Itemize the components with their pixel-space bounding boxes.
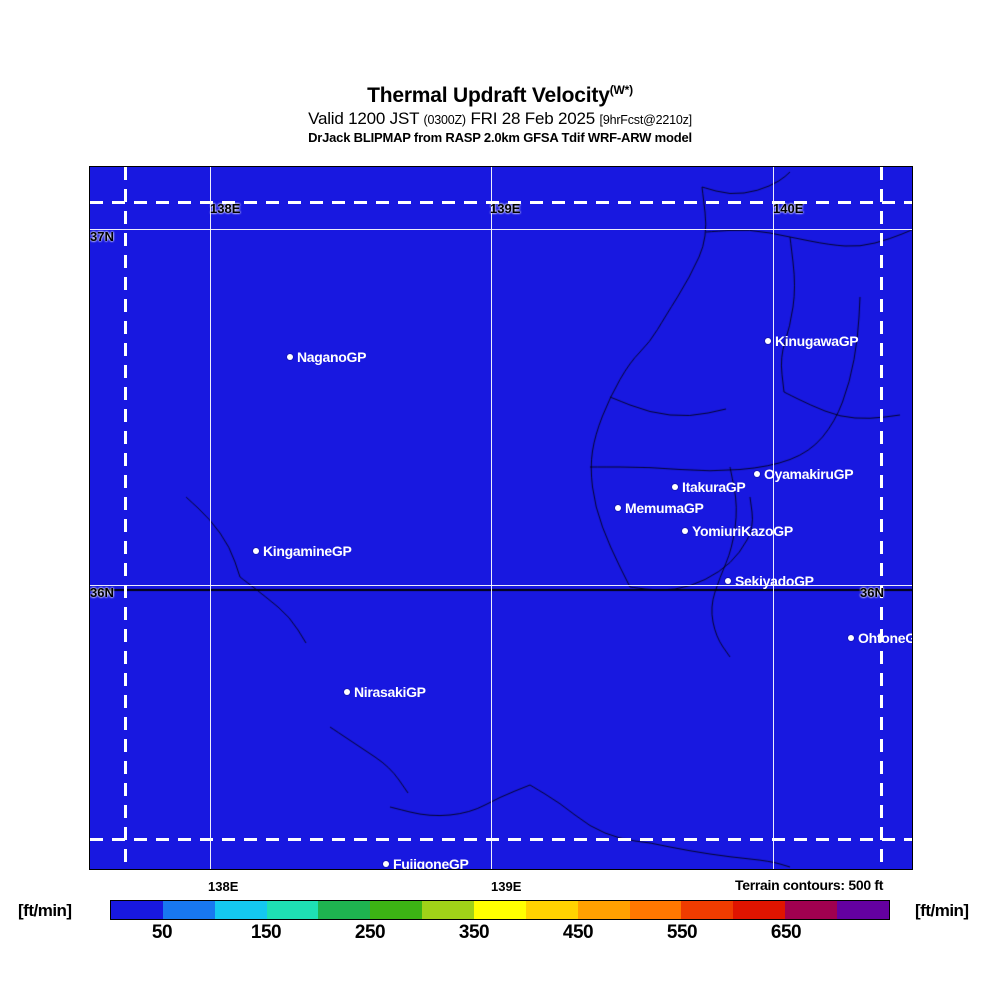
grid-label-139E-1: 139E — [490, 201, 521, 216]
station-marker-OyamakiruGP[interactable]: OyamakiruGP — [754, 466, 854, 482]
colorbar-segment-2 — [214, 901, 267, 919]
station-marker-OhtoneGP[interactable]: OhtoneGP — [848, 630, 912, 646]
station-marker-NaganoGP[interactable]: NaganoGP — [287, 349, 366, 365]
model-source-line: DrJack BLIPMAP from RASP 2.0km GFSA Tdif… — [308, 129, 692, 145]
station-label: OyamakiruGP — [764, 466, 854, 482]
station-dot-icon — [253, 548, 259, 554]
station-marker-SekiyadoGP[interactable]: SekiyadoGP — [725, 573, 814, 589]
station-dot-icon — [615, 505, 621, 511]
colorbar-segment-3 — [266, 901, 319, 919]
page-title-text: Thermal Updraft Velocity — [367, 84, 610, 107]
station-label: OhtoneGP — [858, 630, 912, 646]
colorbar-segment-1 — [162, 901, 215, 919]
valid-date: FRI 28 Feb 2025 — [470, 109, 596, 129]
station-dot-icon — [672, 484, 678, 490]
station-label: MemumaGP — [625, 500, 704, 516]
colorbar-segment-8 — [525, 901, 578, 919]
axis-label-139E: 139E — [491, 879, 522, 894]
colorbar-segment-5 — [370, 901, 423, 919]
colorbar-unit-right: [ft/min] — [915, 901, 969, 920]
thermal-updraft-raster — [90, 167, 912, 869]
axis-label-138E: 138E — [208, 879, 239, 894]
colorbar-tick-450: 450 — [562, 922, 594, 943]
valid-time-jst: Valid 1200 JST — [308, 109, 419, 129]
colorbar-segment-10 — [629, 901, 682, 919]
station-label: YomiuriKazoGP — [692, 523, 793, 539]
page-title: Thermal Updraft Velocity(W*) — [0, 84, 1000, 107]
station-label: ItakuraGP — [682, 479, 746, 495]
grid-label-36N-5: 36N — [860, 585, 884, 600]
grid-label-37N-3: 37N — [90, 229, 114, 244]
colorbar-tick-150: 150 — [250, 922, 282, 943]
colorbar-segment-11 — [681, 901, 734, 919]
colorbar-segment-6 — [422, 901, 475, 919]
station-dot-icon — [848, 635, 854, 641]
station-dot-icon — [765, 338, 771, 344]
station-marker-NirasakiGP[interactable]: NirasakiGP — [344, 684, 426, 700]
station-marker-FujigoneGP[interactable]: FujigoneGP — [383, 856, 469, 870]
grid-label-140E-2: 140E — [773, 201, 804, 216]
station-marker-KinugawaGP[interactable]: KinugawaGP — [765, 333, 859, 349]
colorbar-unit-left: [ft/min] — [18, 901, 72, 920]
colorbar-strip[interactable] — [110, 900, 890, 920]
forecast-run-info: [9hrFcst@2210z] — [599, 113, 693, 128]
station-label: NirasakiGP — [354, 684, 426, 700]
station-marker-KingamineGP[interactable]: KingamineGP — [253, 543, 352, 559]
station-dot-icon — [344, 689, 350, 695]
title-block: Thermal Updraft Velocity(W*) Valid 1200 … — [0, 84, 1000, 145]
domain-box-bottom — [90, 838, 912, 841]
colorbar-tick-50: 50 — [151, 922, 173, 943]
station-marker-ItakuraGP[interactable]: ItakuraGP — [672, 479, 746, 495]
station-dot-icon — [725, 578, 731, 584]
colorbar-segment-12 — [733, 901, 786, 919]
station-marker-MemumaGP[interactable]: MemumaGP — [615, 500, 704, 516]
valid-time-utc: (0300Z) — [423, 113, 467, 128]
colorbar-segment-7 — [474, 901, 526, 919]
grid-label-36N-4: 36N — [90, 585, 114, 600]
station-dot-icon — [682, 528, 688, 534]
colorbar-segment-4 — [318, 901, 371, 919]
station-dot-icon — [287, 354, 293, 360]
domain-box-right — [880, 167, 883, 869]
station-dot-icon — [754, 471, 760, 477]
domain-box-top — [90, 201, 912, 204]
terrain-contour-note: Terrain contours: 500 ft — [735, 877, 884, 893]
station-label: SekiyadoGP — [735, 573, 814, 589]
colorbar-segment-14 — [837, 901, 889, 919]
colorbar-segment-13 — [785, 901, 838, 919]
station-label: NaganoGP — [297, 349, 367, 365]
station-label: FujigoneGP — [393, 856, 469, 870]
colorbar-tick-650: 650 — [770, 922, 802, 943]
colorbar-tick-250: 250 — [354, 922, 386, 943]
color-scale-legend: [ft/min] [ft/min] 50 150 250 350 450 550 650 — [0, 895, 1000, 955]
valid-time-line: Valid 1200 JST (0300Z) FRI 28 Feb 2025 [… — [0, 109, 1000, 129]
station-marker-YomiuriKazoGP[interactable]: YomiuriKazoGP — [682, 523, 793, 539]
colorbar-tick-350: 350 — [458, 922, 490, 943]
colorbar-segment-9 — [577, 901, 630, 919]
colorbar-tick-550: 550 — [666, 922, 698, 943]
page-title-superscript: (W*) — [609, 83, 633, 97]
station-label: KingamineGP — [263, 543, 352, 559]
colorbar-segment-0 — [111, 901, 163, 919]
station-dot-icon — [383, 861, 389, 867]
station-label: KinugawaGP — [775, 333, 859, 349]
domain-box-left — [124, 167, 127, 869]
forecast-map[interactable]: 138E 139E 140E 37N 36N 36N NaganoGP KinugawaGP K… — [89, 166, 913, 870]
grid-label-138E-0: 138E — [210, 201, 241, 216]
